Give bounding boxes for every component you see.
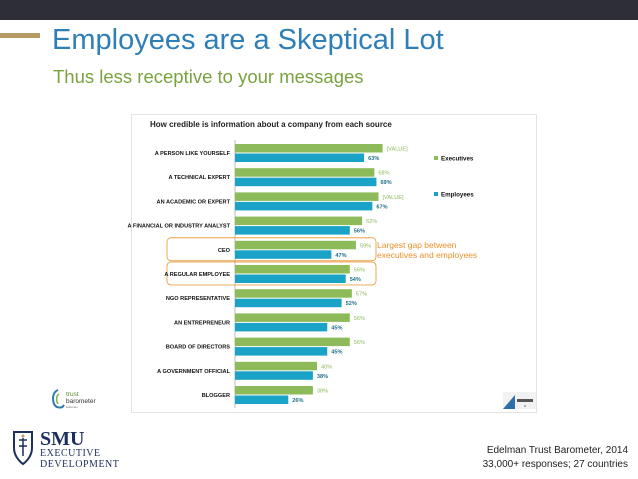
gap-annotation-line1: Largest gap between xyxy=(377,240,457,250)
edelman-corner-logo-icon xyxy=(503,392,536,409)
executives-value-label: 40% xyxy=(321,364,332,370)
employees-value-label: 45% xyxy=(331,325,342,331)
employees-bar xyxy=(235,177,377,187)
executives-value-label: [VALUE] xyxy=(383,195,404,201)
legend-employees-swatch xyxy=(434,192,438,196)
employees-value-label: 63% xyxy=(368,156,379,162)
title-accent-bar xyxy=(0,33,40,38)
trust-barometer-barometer: barometer xyxy=(66,398,96,405)
trust-barometer-edelman: Edelman xyxy=(66,405,78,409)
category-label: A TECHNICAL EXPERT xyxy=(168,175,230,181)
category-label: BLOGGER xyxy=(202,393,230,399)
employees-value-label: 54% xyxy=(350,277,361,283)
category-label: BOARD OF DIRECTORS xyxy=(166,345,230,351)
executives-bar xyxy=(235,386,313,395)
executives-value-label: 57% xyxy=(356,292,367,298)
category-label: AN ENTREPRENEUR xyxy=(174,320,230,326)
gap-annotation: Largest gap between executives and emplo… xyxy=(377,240,477,260)
category-label: NGO REPRESENTATIVE xyxy=(166,296,230,302)
executives-value-label: 56% xyxy=(354,340,365,346)
chart-panel xyxy=(131,114,537,413)
executives-bar xyxy=(235,313,350,322)
employees-value-label: 67% xyxy=(376,204,387,210)
employees-bar xyxy=(235,298,342,308)
category-label: A PERSON LIKE YOURSELF xyxy=(155,151,231,157)
executives-bar xyxy=(235,240,356,250)
category-label: A REGULAR EMPLOYEE xyxy=(164,272,230,278)
smu-crest-icon xyxy=(13,431,33,466)
executives-bar xyxy=(235,144,383,153)
category-label: A GOVERNMENT OFFICIAL xyxy=(157,369,230,375)
trust-barometer-trust: trust xyxy=(66,391,79,398)
category-label: A FINANCIAL OR INDUSTRY ANALYST xyxy=(128,224,231,230)
employees-value-label: 26% xyxy=(292,398,303,404)
executives-value-label: 68% xyxy=(378,171,389,177)
trust-barometer-logo-icon xyxy=(52,389,65,409)
executives-bar xyxy=(235,192,379,201)
employees-value-label: 52% xyxy=(346,301,357,307)
source-line-1: Edelman Trust Barometer, 2014 xyxy=(486,445,628,456)
executives-bar xyxy=(235,337,350,347)
employees-bar xyxy=(235,153,365,162)
executives-bar xyxy=(235,361,317,371)
legend-executives-label: Executives xyxy=(441,156,474,163)
highlight-box xyxy=(166,261,377,286)
top-bar xyxy=(0,0,638,20)
employees-value-label: 47% xyxy=(335,253,346,259)
employees-value-label: 69% xyxy=(380,180,391,186)
smu-name: SMU xyxy=(40,428,85,450)
category-label: AN ACADEMIC OR EXPERT xyxy=(157,199,231,205)
legend-employees-label: Employees xyxy=(441,192,474,199)
executives-value-label: 59% xyxy=(360,243,371,249)
gap-annotation-line2: executives and employees xyxy=(377,250,478,260)
executives-bar xyxy=(235,289,352,298)
employees-bar xyxy=(235,226,350,235)
employees-bar xyxy=(235,371,313,380)
legend-executives-swatch xyxy=(434,156,438,160)
executives-value-label: 56% xyxy=(354,316,365,322)
employees-value-label: 56% xyxy=(354,229,365,235)
employees-value-label: 38% xyxy=(317,374,328,380)
slide-title: Employees are a Skeptical Lot xyxy=(52,24,444,56)
executives-value-label: 38% xyxy=(317,389,328,395)
employees-value-label: 45% xyxy=(331,350,342,356)
employees-bar xyxy=(235,250,332,259)
smu-executive: EXECUTIVE xyxy=(40,448,101,459)
smu-development: DEVELOPMENT xyxy=(40,459,120,470)
employees-bar xyxy=(235,322,328,332)
category-label: CEO xyxy=(218,248,231,254)
executives-bar xyxy=(235,216,363,226)
slide-subtitle: Thus less receptive to your messages xyxy=(53,66,364,87)
employees-bar xyxy=(235,395,289,404)
chart-title: How credible is information about a comp… xyxy=(150,120,392,129)
highlight-box xyxy=(166,237,377,262)
executives-value-label: [VALUE] xyxy=(387,147,408,153)
executives-value-label: 56% xyxy=(354,268,365,274)
employees-bar xyxy=(235,347,328,356)
executives-bar xyxy=(235,168,375,177)
executives-bar xyxy=(235,265,350,274)
executives-value-label: 62% xyxy=(366,219,377,225)
employees-bar xyxy=(235,201,373,211)
employees-bar xyxy=(235,274,346,283)
source-line-2: 33,000+ responses; 27 countries xyxy=(482,459,628,470)
